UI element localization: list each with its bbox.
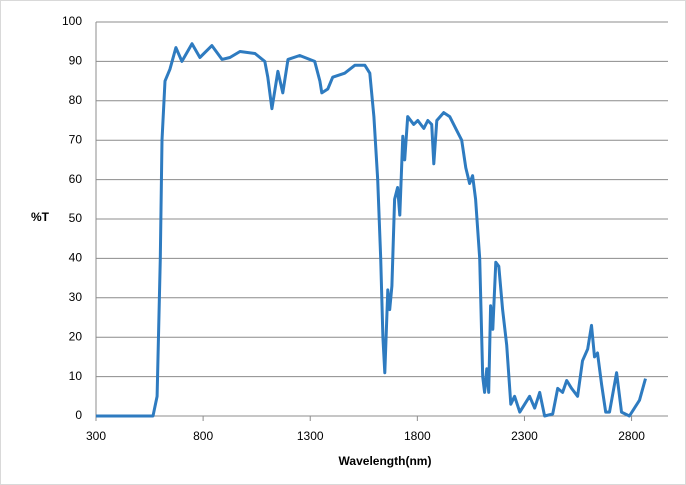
y-tick-label: 90 (69, 54, 83, 68)
x-tick-label: 1800 (404, 429, 431, 443)
y-axis-title: %T (31, 210, 50, 224)
x-tick-label: 800 (193, 429, 213, 443)
y-tick-label: 80 (69, 93, 83, 107)
y-tick-label: 30 (69, 290, 83, 304)
x-tick-label: 300 (86, 429, 106, 443)
x-axis-title: Wavelength(nm) (339, 454, 432, 468)
y-tick-label: 50 (69, 211, 83, 225)
data-line (96, 42, 647, 418)
y-tick-label: 10 (69, 369, 83, 383)
y-tick-label: 70 (69, 132, 83, 146)
y-tick-label: 100 (62, 14, 82, 28)
y-tick-label: 20 (69, 329, 83, 343)
x-tick-label: 2800 (618, 429, 645, 443)
y-tick-label: 60 (69, 172, 83, 186)
y-tick-label: 40 (69, 251, 83, 265)
x-tick-label: 1300 (297, 429, 324, 443)
y-tick-label: 0 (75, 408, 82, 422)
x-tick-label: 2300 (511, 429, 538, 443)
